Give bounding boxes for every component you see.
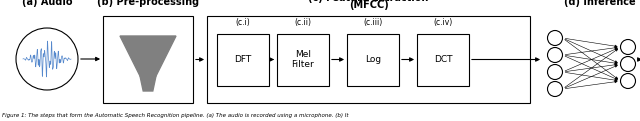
Text: (c.i): (c.i) — [236, 19, 250, 27]
Bar — [277, 34, 329, 86]
Bar — [417, 34, 469, 86]
Text: (c.iv): (c.iv) — [433, 19, 452, 27]
Text: Figure 1: The steps that form the Automatic Speech Recognition pipeline. (a) The: Figure 1: The steps that form the Automa… — [2, 113, 349, 118]
Bar — [103, 16, 193, 103]
Polygon shape — [140, 76, 156, 91]
Text: Mel
Filter: Mel Filter — [292, 50, 314, 69]
Text: (c.iii): (c.iii) — [364, 19, 383, 27]
Bar — [207, 16, 530, 103]
Circle shape — [621, 73, 636, 88]
Circle shape — [547, 64, 563, 79]
Circle shape — [547, 82, 563, 97]
Bar — [347, 34, 399, 86]
Text: (a) Audio: (a) Audio — [22, 0, 72, 7]
Bar — [217, 34, 269, 86]
Text: (b) Pre-processing: (b) Pre-processing — [97, 0, 199, 7]
Text: (d) Inference: (d) Inference — [564, 0, 636, 7]
Circle shape — [621, 57, 636, 72]
Circle shape — [547, 48, 563, 63]
Text: DCT: DCT — [434, 55, 452, 64]
Circle shape — [621, 39, 636, 54]
Text: DFT: DFT — [234, 55, 252, 64]
Text: (c.ii): (c.ii) — [294, 19, 312, 27]
Text: (c) Feature Extraction: (c) Feature Extraction — [308, 0, 429, 3]
Circle shape — [547, 30, 563, 45]
Circle shape — [16, 28, 78, 90]
Text: (MFCC): (MFCC) — [349, 0, 388, 10]
Text: Log: Log — [365, 55, 381, 64]
Polygon shape — [120, 36, 176, 76]
